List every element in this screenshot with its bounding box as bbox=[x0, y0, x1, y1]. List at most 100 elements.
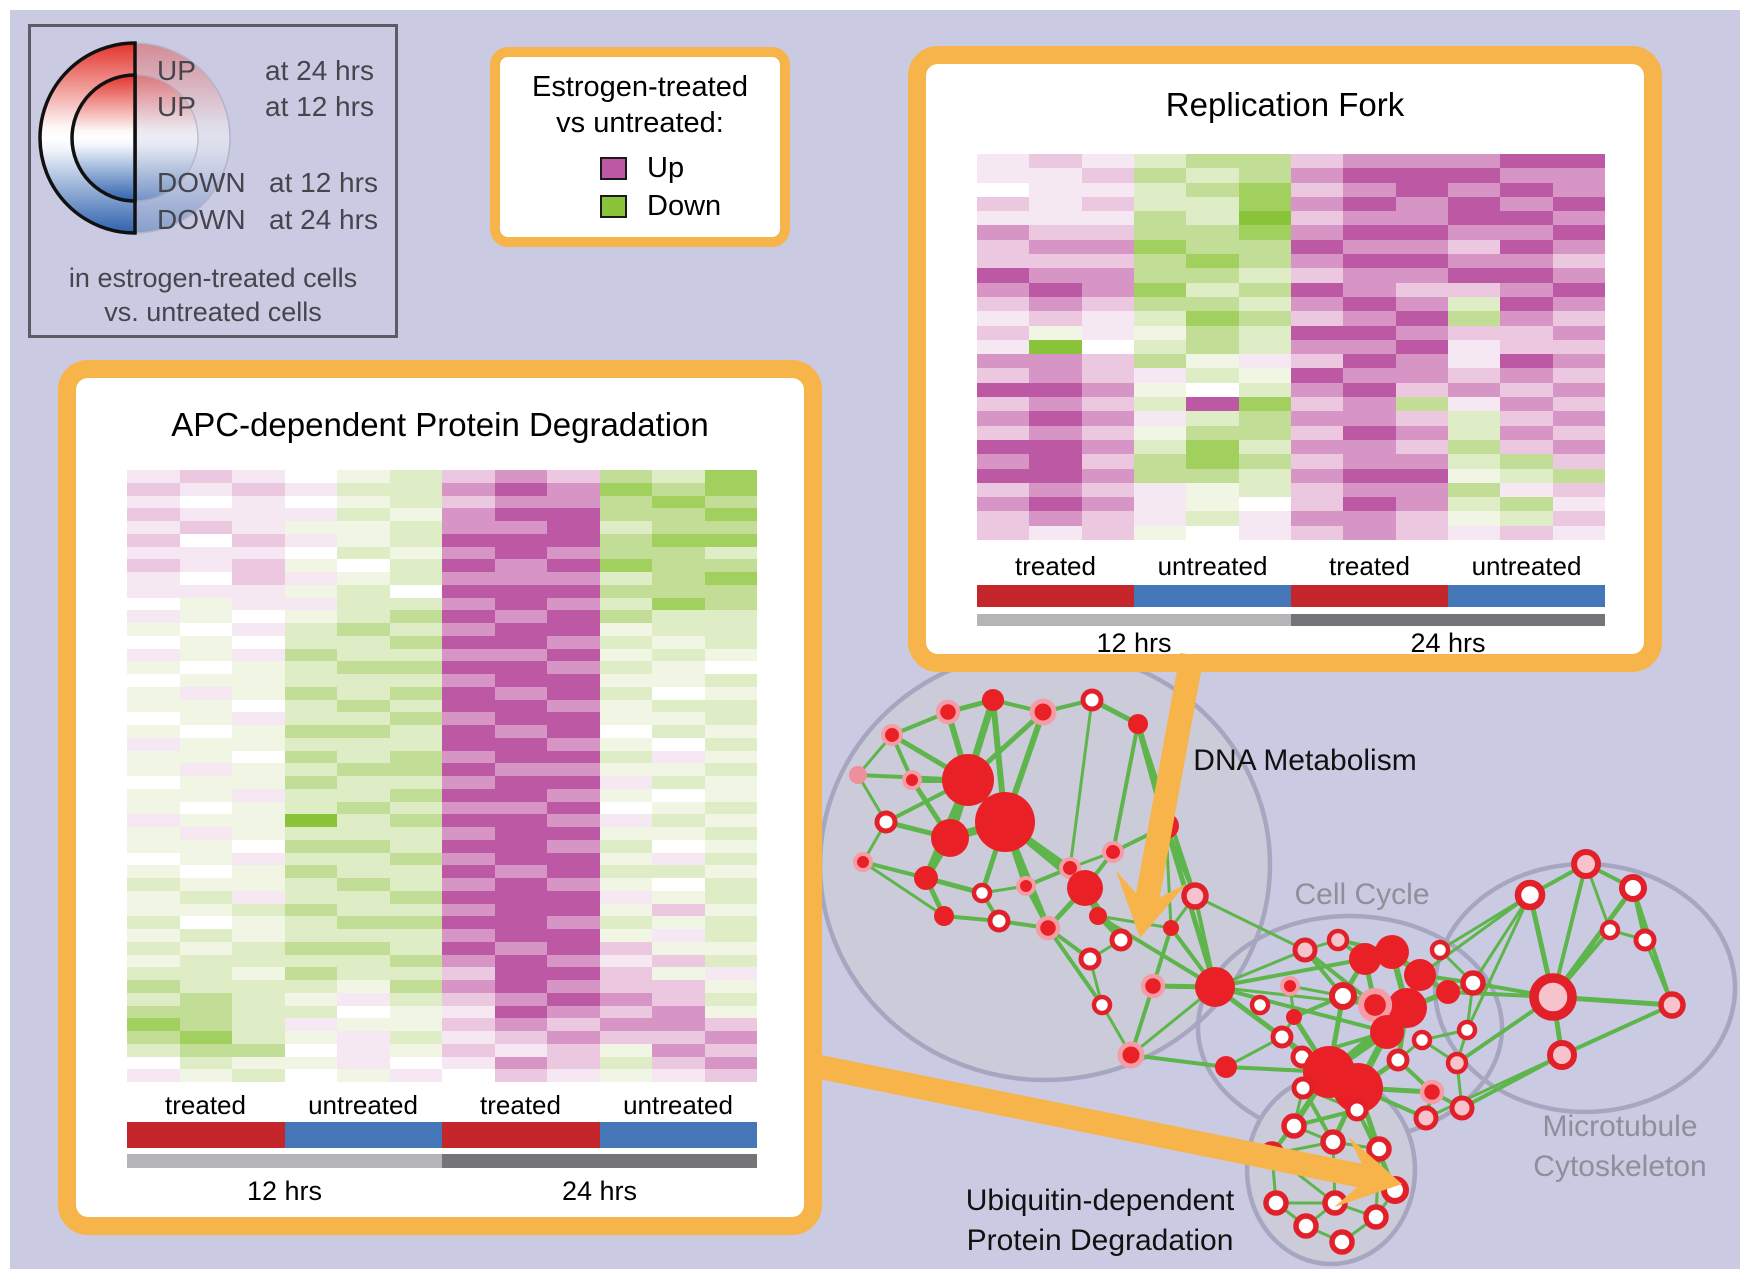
heatmap-cell bbox=[1081, 439, 1134, 455]
heatmap-cell bbox=[389, 776, 442, 789]
heatmap-cell bbox=[704, 1018, 757, 1031]
heatmap-cell bbox=[652, 495, 705, 509]
heatmap-cell bbox=[1447, 454, 1501, 469]
heatmap-cell bbox=[704, 839, 757, 853]
heatmap-cell bbox=[1447, 439, 1501, 455]
heatmap-cell bbox=[127, 967, 180, 980]
heatmap-cell bbox=[1186, 354, 1239, 369]
heatmap-cell bbox=[389, 1069, 442, 1082]
heatmap-row bbox=[977, 339, 1605, 355]
heatmap-cell bbox=[1552, 511, 1605, 526]
heatmap-cell bbox=[599, 546, 652, 560]
heatmap-cell bbox=[127, 929, 180, 942]
heatmap-cell bbox=[1395, 454, 1448, 469]
heatmap-cell bbox=[389, 546, 442, 560]
heatmap-cell bbox=[652, 648, 705, 662]
heatmap-row bbox=[977, 411, 1605, 426]
heatmap-row bbox=[127, 801, 757, 815]
heatmap-cell bbox=[1238, 497, 1291, 512]
heatmap-cell bbox=[1343, 225, 1396, 240]
heatmap-cell bbox=[1552, 168, 1605, 183]
heatmap-cell bbox=[442, 890, 495, 904]
heatmap-cell bbox=[1395, 368, 1448, 383]
heatmap-cell bbox=[599, 712, 652, 725]
gene-node bbox=[1215, 1056, 1237, 1078]
heatmap-cell bbox=[547, 661, 600, 674]
heatmap-cell bbox=[1238, 196, 1291, 212]
heatmap-cell bbox=[1186, 268, 1239, 283]
cluster-label-cell-cycle: Cell Cycle bbox=[1294, 878, 1430, 911]
heatmap-cell bbox=[547, 980, 600, 993]
network-edge bbox=[1471, 894, 1532, 984]
heatmap-cell bbox=[494, 878, 547, 891]
heatmap-cell bbox=[179, 546, 232, 560]
heatmap-cell bbox=[337, 482, 390, 496]
heatmap-cell bbox=[127, 470, 180, 483]
network-edge bbox=[1561, 1003, 1673, 1057]
heatmap-cell bbox=[284, 839, 337, 853]
heatmap-cell bbox=[389, 521, 442, 534]
heatmap-cell bbox=[652, 852, 705, 866]
heatmap-cell bbox=[232, 763, 285, 776]
cluster-label-cytoskeleton: Cytoskeleton bbox=[1533, 1150, 1707, 1183]
heatmap-cell bbox=[494, 801, 547, 815]
heatmap-cell bbox=[1081, 468, 1134, 483]
heatmap-cell bbox=[1343, 482, 1396, 498]
heatmap-cell bbox=[1186, 525, 1239, 541]
heatmap-row bbox=[127, 661, 757, 674]
heatmap-cell bbox=[704, 916, 757, 929]
rf-12h-gray-bar bbox=[977, 614, 1291, 626]
heatmap-cell bbox=[652, 1043, 705, 1057]
heatmap-cell bbox=[1029, 411, 1082, 426]
heatmap-cell bbox=[704, 980, 757, 993]
heatmap-row bbox=[977, 454, 1605, 469]
heatmap-cell bbox=[547, 470, 600, 483]
heatmap-cell bbox=[284, 776, 337, 789]
heatmap-cell bbox=[337, 546, 390, 560]
rf-panel-title: Replication Fork bbox=[1165, 86, 1405, 123]
heatmap-cell bbox=[232, 495, 285, 509]
heatmap-cell bbox=[704, 495, 757, 509]
heatmap-cell bbox=[127, 878, 180, 891]
heatmap-cell bbox=[704, 470, 757, 483]
heatmap-cell bbox=[1500, 154, 1553, 169]
heatmap-cell bbox=[179, 725, 232, 738]
heatmap-cell bbox=[232, 1056, 285, 1070]
heatmap-cell bbox=[389, 750, 442, 764]
heatmap-cell bbox=[442, 992, 495, 1006]
heatmap-row bbox=[977, 296, 1605, 312]
heatmap-cell bbox=[1290, 497, 1344, 512]
heatmap-cell bbox=[547, 559, 600, 572]
network-edge bbox=[1130, 1053, 1227, 1069]
heatmap-cell bbox=[652, 1056, 705, 1070]
heatmap-cell bbox=[1081, 454, 1134, 469]
heatmap-cell bbox=[1290, 225, 1344, 240]
heatmap-cell bbox=[1343, 525, 1396, 541]
gene-node bbox=[1281, 1113, 1307, 1139]
heatmap-cell bbox=[1290, 182, 1344, 197]
heatmap-cell bbox=[337, 737, 390, 751]
heatmap-cell bbox=[389, 495, 442, 509]
heatmap-cell bbox=[337, 635, 390, 649]
heatmap-cell bbox=[1081, 196, 1134, 212]
heatmap-cell bbox=[1133, 311, 1187, 326]
heatmap-cell bbox=[1238, 211, 1291, 226]
heatmap-cell bbox=[284, 712, 337, 725]
heatmap-row bbox=[977, 354, 1605, 369]
heatmap-cell bbox=[284, 584, 337, 598]
gene-node bbox=[1292, 937, 1318, 963]
heatmap-cell bbox=[1500, 425, 1553, 440]
heatmap-cell bbox=[1447, 311, 1501, 326]
heatmap-cell bbox=[179, 763, 232, 776]
heatmap-cell bbox=[1186, 311, 1239, 326]
heatmap-cell bbox=[599, 648, 652, 662]
heatmap-cell bbox=[442, 648, 495, 662]
heatmap-cell bbox=[704, 699, 757, 713]
gene-node bbox=[1547, 1040, 1577, 1070]
heatmap-cell bbox=[599, 890, 652, 904]
heatmap-cell bbox=[1343, 296, 1396, 312]
heatmap-cell bbox=[389, 725, 442, 738]
heatmap-cell bbox=[337, 521, 390, 534]
heatmap-cell bbox=[1186, 254, 1239, 269]
heatmap-cell bbox=[337, 878, 390, 891]
